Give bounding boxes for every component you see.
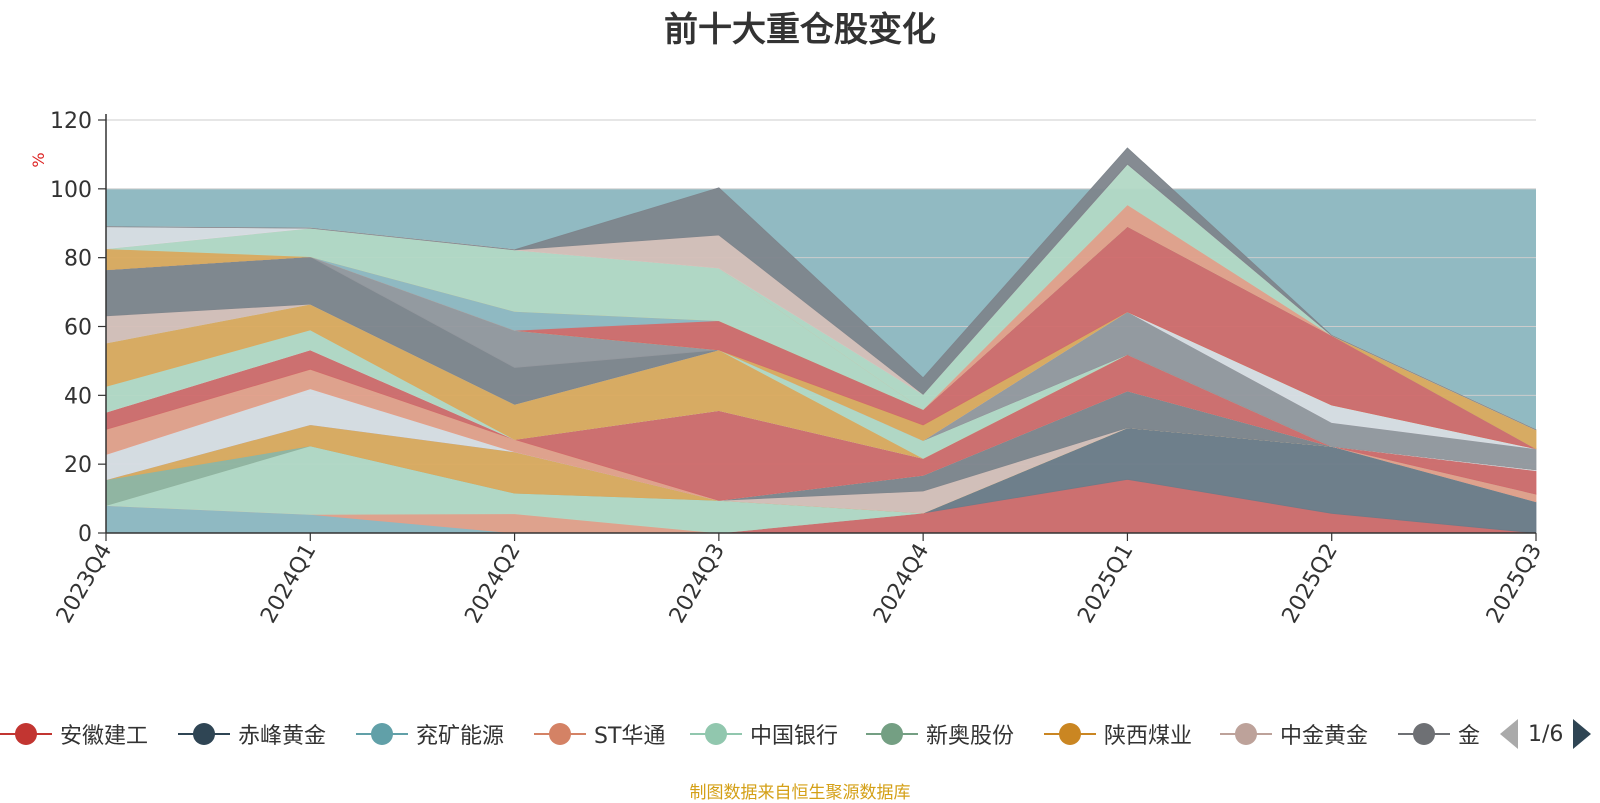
legend-marker-icon — [1220, 719, 1272, 749]
legend-item-1[interactable]: 赤峰黄金 — [178, 712, 326, 756]
y-tick-label-4: 80 — [64, 247, 92, 272]
legend-item-8[interactable]: 金 — [1398, 712, 1480, 756]
legend-marker-icon — [534, 719, 586, 749]
legend-marker-icon — [0, 719, 52, 749]
x-tick-label-6: 2025Q2 — [1278, 540, 1343, 628]
legend-item-3[interactable]: ST华通 — [534, 712, 665, 756]
chart-plot: 0 20 40 60 80 100 120 2023Q4 2024Q1 2024Q2 2024Q3 2… — [29, 109, 1547, 628]
y-tick-label-0: 0 — [78, 522, 92, 547]
legend-marker-icon — [356, 719, 408, 749]
legend-page-indicator: 1/6 — [1528, 721, 1564, 747]
legend-prev-arrow-icon[interactable] — [1500, 719, 1518, 749]
legend: 安徽建工 赤峰黄金 兖矿能源 ST华通 中国银行 新奥股份 陕西煤业 中金黄金 金 1/6 — [0, 712, 1600, 756]
legend-label: 陕西煤业 — [1104, 724, 1193, 749]
legend-label: 中金黄金 — [1280, 724, 1369, 749]
x-tick-label-1: 2024Q1 — [256, 540, 321, 628]
x-tick-label-7: 2025Q3 — [1482, 540, 1547, 628]
legend-marker-icon — [178, 719, 230, 749]
legend-marker-icon — [690, 719, 742, 749]
y-tick-label-5: 100 — [50, 178, 92, 203]
y-tick-label-6: 120 — [50, 109, 92, 134]
legend-label: ST华通 — [594, 724, 666, 749]
legend-label: 金 — [1458, 724, 1481, 749]
legend-item-6[interactable]: 陕西煤业 — [1044, 712, 1192, 756]
legend-item-5[interactable]: 新奥股份 — [866, 712, 1014, 756]
legend-item-4[interactable]: 中国银行 — [690, 712, 838, 756]
y-tick-label-2: 40 — [64, 384, 92, 409]
y-tick-label-3: 60 — [64, 316, 92, 341]
legend-item-7[interactable]: 中金黄金 — [1220, 712, 1368, 756]
source-note: 制图数据来自恒生聚源数据库 — [689, 783, 911, 803]
x-tick-label-4: 2024Q4 — [869, 540, 934, 628]
legend-next-arrow-icon[interactable] — [1573, 719, 1592, 749]
legend-label: 中国银行 — [750, 724, 839, 749]
legend-marker-icon — [1044, 719, 1096, 749]
legend-item-2[interactable]: 兖矿能源 — [356, 712, 504, 756]
x-tick-label-2: 2024Q2 — [460, 540, 525, 628]
x-tick-label-3: 2024Q3 — [665, 540, 730, 628]
x-tick-label-0: 2023Q4 — [52, 540, 117, 628]
legend-label: 安徽建工 — [60, 724, 149, 749]
legend-item-0[interactable]: 安徽建工 — [0, 712, 148, 756]
x-tick-label-5: 2025Q1 — [1073, 540, 1138, 628]
legend-marker-icon — [866, 719, 918, 749]
legend-label: 赤峰黄金 — [238, 724, 327, 749]
chart-title: 前十大重仓股变化 — [664, 10, 936, 50]
y-tick-label-1: 20 — [64, 453, 92, 478]
legend-items: 安徽建工 赤峰黄金 兖矿能源 ST华通 中国银行 新奥股份 陕西煤业 中金黄金 金 — [0, 712, 1488, 756]
y-axis-label: % — [29, 152, 48, 167]
legend-label: 新奥股份 — [926, 724, 1015, 749]
area-series-29 — [105, 147, 1537, 431]
legend-marker-icon — [1398, 719, 1450, 749]
legend-pager: 1/6 — [1500, 712, 1600, 756]
legend-label: 兖矿能源 — [416, 724, 505, 749]
